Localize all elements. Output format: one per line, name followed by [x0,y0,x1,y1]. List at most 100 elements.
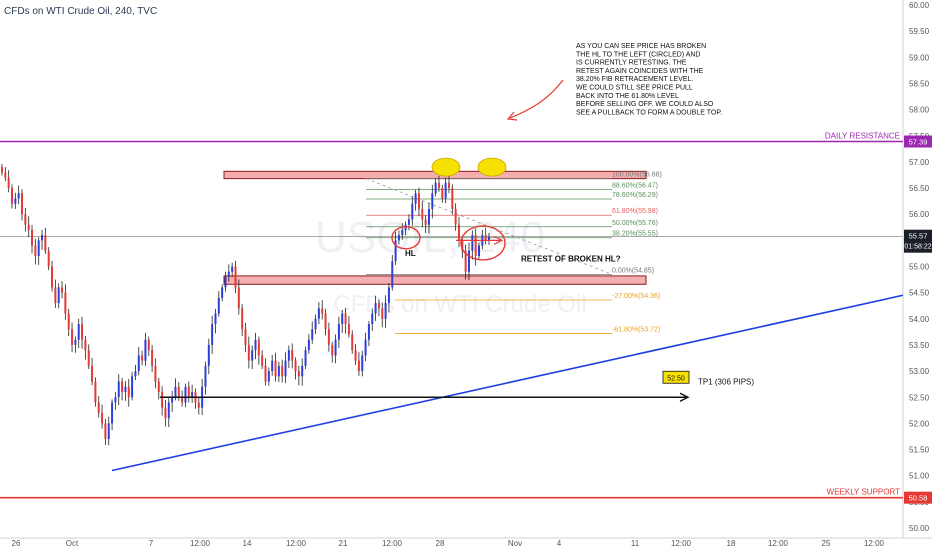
price-tick-label: 57.00 [909,158,930,167]
candle-body [7,177,10,189]
retest-label: RETEST OF BROKEN HL? [521,254,621,263]
candle-body [87,350,90,366]
candle-body [184,386,187,403]
candle-body [207,344,210,366]
candle-body [127,386,130,398]
candle-body [41,235,44,241]
target-label: TP1 (306 PIPS) [698,377,754,386]
candle-body [61,287,64,293]
candle-body [474,235,477,257]
candle-body [321,308,324,314]
rising-trendline[interactable] [111,294,904,472]
candle-body [144,339,147,361]
annotation-layer[interactable]: HL RETEST OF BROKEN HL? AS YOU CAN SEE PRI… [160,43,754,402]
candle-body [244,329,247,345]
candle-body [297,371,300,377]
candle-body [317,308,320,319]
target-price-tag[interactable] [662,370,690,384]
candle-body [11,188,14,204]
candle-body [444,182,447,199]
target-arrow-head [679,392,690,402]
time-tick-label: 7 [149,539,154,548]
target-price-value: 52.50 [667,375,685,382]
weekly-support-label: WEEKLY SUPPORT [827,488,900,497]
fib-level-label: 50.00%(55.76) [612,220,658,227]
price-tick-label: 55.00 [909,263,930,272]
double-top-bubble[interactable] [431,157,461,177]
price-tag-value: 57.39 [909,138,928,147]
fib-level-label: 88.60%(56.47) [612,183,658,190]
candle-body [81,324,84,340]
candle-body [334,339,337,356]
fibonacci-retracement[interactable]: 100.00%(56.68) 88.60%(56.47) 78.60%(56.29)… [365,172,662,334]
price-tag-value: 50.58 [909,494,928,503]
price-tick-label: 60.00 [909,1,930,10]
candle-body [91,365,94,382]
candle-body [131,376,134,398]
candle-body [411,203,414,220]
candle-body [324,313,327,330]
time-tick-label: 28 [436,539,445,548]
candle-body [294,360,297,372]
candle-body [164,407,167,419]
price-tick-label: 58.00 [909,106,930,115]
plot-area[interactable] [0,0,903,538]
candle-body [24,214,27,225]
candle-body [64,292,67,314]
candle-body [107,423,110,440]
candle-body [214,313,217,325]
candle-body [401,229,404,236]
candle-body [27,224,30,230]
candle-body [394,240,397,262]
time-tick-label: 12:00 [286,539,307,548]
time-tick-label: Oct [66,539,79,548]
candle-body [241,308,244,330]
candle-body [327,329,330,345]
analysis-note-line: WE COULD STILL SEE PRICE PULL [576,85,693,92]
candle-body [217,297,220,314]
candle-body [291,350,294,361]
fib-level-label: 0.00%(54.85) [612,267,654,274]
candle-body [157,381,160,393]
double-top-bubble[interactable] [477,157,507,177]
price-tick-label: 56.50 [909,184,930,193]
fib-level-label: 100.00%(56.68) [612,172,662,179]
retest-circle[interactable] [460,225,506,261]
price-tick-label: 51.50 [909,446,930,455]
candle-body [134,371,137,377]
candle-body [137,355,140,372]
fib-level-label: 78.60%(56.29) [612,192,658,199]
candle-body [84,339,87,351]
candle-body [331,344,334,356]
candle-body [434,182,437,194]
time-tick-label: 12:00 [671,539,692,548]
candle-body [354,350,357,361]
candle-body [111,402,114,424]
hl-circle[interactable] [391,226,421,250]
candle-body [347,324,350,335]
price-tag [904,491,932,504]
candle-body [204,365,207,387]
candle-body [97,402,100,413]
candle-body [307,339,310,351]
analysis-note-line: BACK INTO THE 61.80% LEVEL [576,93,679,100]
analysis-note-line: BEFORE SELLING OFF. WE COULD ALSO [576,101,714,108]
candle-body [161,392,164,408]
trendline-layer[interactable] [111,294,904,472]
analysis-note-line: THE HL TO THE LEFT (CIRCLED) AND [576,51,700,58]
candle-body [311,329,314,340]
candle-body [407,219,410,225]
broken-hl-zone[interactable] [223,275,647,285]
candle-body [44,235,47,251]
candle-body [34,245,37,257]
analysis-note-line: SEE A PULLBACK TO FORM A DOUBLE TOP. [576,109,722,116]
candle-body [281,365,284,377]
candle-body [287,350,290,361]
candle-body [417,193,420,209]
time-tick-label: 21 [339,539,348,548]
time-tick-label: Nov [508,539,522,548]
candle-body [461,240,464,251]
candle-body [151,350,154,366]
candle-body [277,365,280,377]
